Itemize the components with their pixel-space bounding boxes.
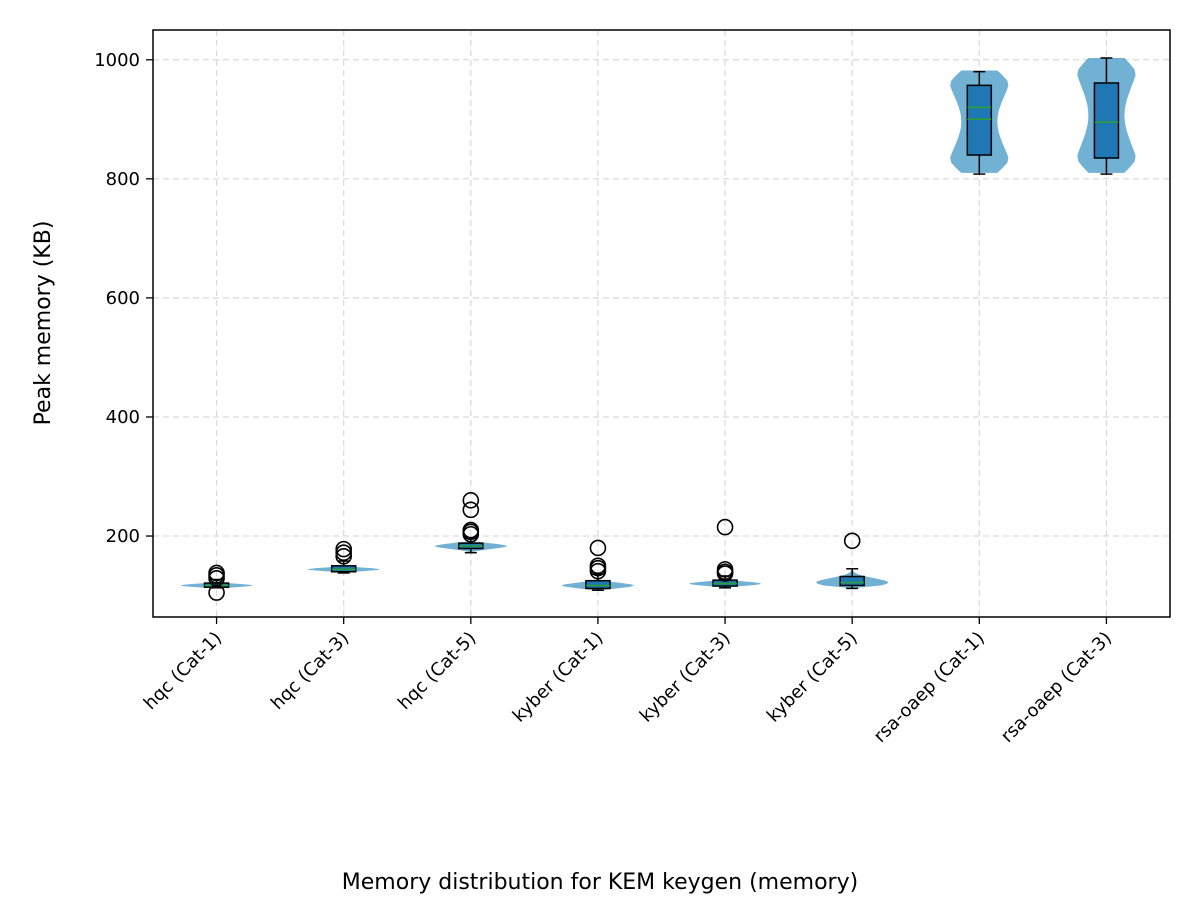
box-iqr (1093, 82, 1120, 159)
outlier-point (716, 561, 734, 578)
box-iqr (839, 575, 865, 587)
grid-lines (153, 30, 1170, 617)
outlier-point (716, 518, 734, 536)
y-axis-title: Peak memory (KB) (31, 221, 56, 426)
y-axis: 200 400 600 800 1000 (94, 50, 153, 547)
y-tick-label: 1000 (94, 50, 140, 71)
x-tick-label: kyber (Cat-5) (763, 628, 862, 727)
y-tick-label: 800 (106, 169, 140, 190)
outlier-point (843, 532, 861, 550)
x-axis: hqc (Cat-1) hqc (Cat-3) hqc (Cat-5) kyber (… (140, 617, 1116, 747)
violins (180, 58, 1136, 591)
outlier-point (335, 540, 352, 558)
outlier-point (462, 492, 480, 509)
x-tick-label: hqc (Cat-5) (394, 628, 480, 714)
box-iqr (585, 579, 611, 590)
outlier-point (208, 564, 225, 582)
x-tick-label: hqc (Cat-1) (140, 628, 226, 714)
outlier-point (462, 501, 480, 519)
y-tick-label: 600 (106, 288, 140, 309)
outlier-point (462, 521, 480, 539)
x-tick-label: kyber (Cat-3) (636, 628, 735, 727)
chart-caption: Memory distribution for KEM keygen (memo… (342, 870, 858, 895)
plot-frame (152, 29, 1171, 618)
y-tick-label: 200 (106, 526, 140, 547)
outlier-point (589, 557, 607, 575)
x-tick-label: rsa-oaep (Cat-3) (997, 628, 1116, 747)
outlier-point (589, 539, 607, 557)
outlier-point (335, 547, 352, 565)
x-tick-label: hqc (Cat-3) (267, 628, 353, 714)
x-tick-label: rsa-oaep (Cat-1) (870, 628, 989, 747)
box-plots (203, 57, 1120, 601)
x-tick-label: kyber (Cat-1) (509, 628, 608, 727)
y-tick-label: 400 (106, 407, 140, 428)
box-iqr (966, 84, 993, 156)
outlier-point (335, 544, 352, 562)
